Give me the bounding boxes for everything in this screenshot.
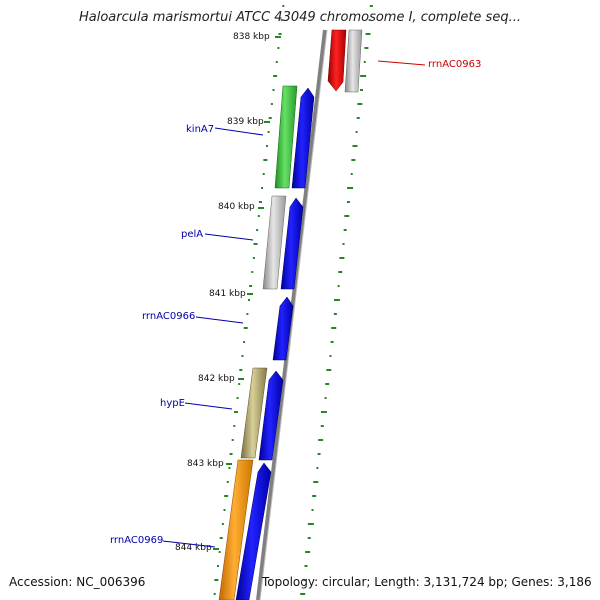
- gc-skew-track-outer: [300, 5, 373, 595]
- topology-text: Topology: circular; Length: 3,131,724 bp…: [262, 575, 592, 589]
- gray-feature-top-right: [344, 29, 363, 93]
- gene-rrnAC0969: [218, 459, 254, 600]
- label-pelA[interactable]: pelA: [181, 229, 203, 240]
- tick-label-838: 838 kbp: [233, 32, 270, 42]
- tick-label-842: 842 kbp: [198, 374, 235, 384]
- tick-label-839: 839 kbp: [227, 117, 264, 127]
- leader-pelA: [204, 233, 254, 241]
- leader-rrnAC0963: [377, 60, 426, 66]
- label-rrnAC0966[interactable]: rrnAC0966: [142, 311, 195, 322]
- kbp-ticks: 838 kbp 839 kbp 840 kbp 841 kbp 842 kbp …: [175, 32, 281, 553]
- tick-label-843: 843 kbp: [187, 459, 224, 469]
- map-title: Haloarcula marismortui ATCC 43049 chromo…: [79, 10, 521, 25]
- label-rrnAC0969[interactable]: rrnAC0969: [110, 535, 163, 546]
- leader-kinA7: [214, 127, 264, 136]
- leader-hypE: [184, 402, 233, 410]
- cds-arrow-3: [272, 296, 294, 361]
- gene-kinA7: [274, 85, 298, 189]
- cds-arrow-1: [291, 87, 315, 189]
- gc-skew-track-inner: [213, 5, 285, 595]
- label-kinA7[interactable]: kinA7: [186, 124, 214, 135]
- leader-rrnAC0966: [195, 316, 244, 324]
- tick-label-841: 841 kbp: [209, 289, 246, 299]
- cds-arrow-5: [235, 462, 272, 600]
- gene-rrnAC0963-arrow: [327, 29, 347, 92]
- label-rrnAC0963[interactable]: rrnAC0963: [428, 59, 481, 70]
- accession-text: Accession: NC_006396: [9, 575, 146, 589]
- cds-arrow-2: [280, 197, 304, 290]
- label-hypE[interactable]: hypE: [160, 398, 185, 409]
- tick-label-840: 840 kbp: [218, 202, 255, 212]
- cds-arrow-4: [258, 370, 284, 461]
- gene-pelA: [262, 195, 287, 290]
- tick-label-844: 844 kbp: [175, 543, 212, 553]
- feature-band: [262, 30, 374, 600]
- gene-hypE: [240, 367, 268, 459]
- leader-rrnAC0969: [162, 540, 216, 548]
